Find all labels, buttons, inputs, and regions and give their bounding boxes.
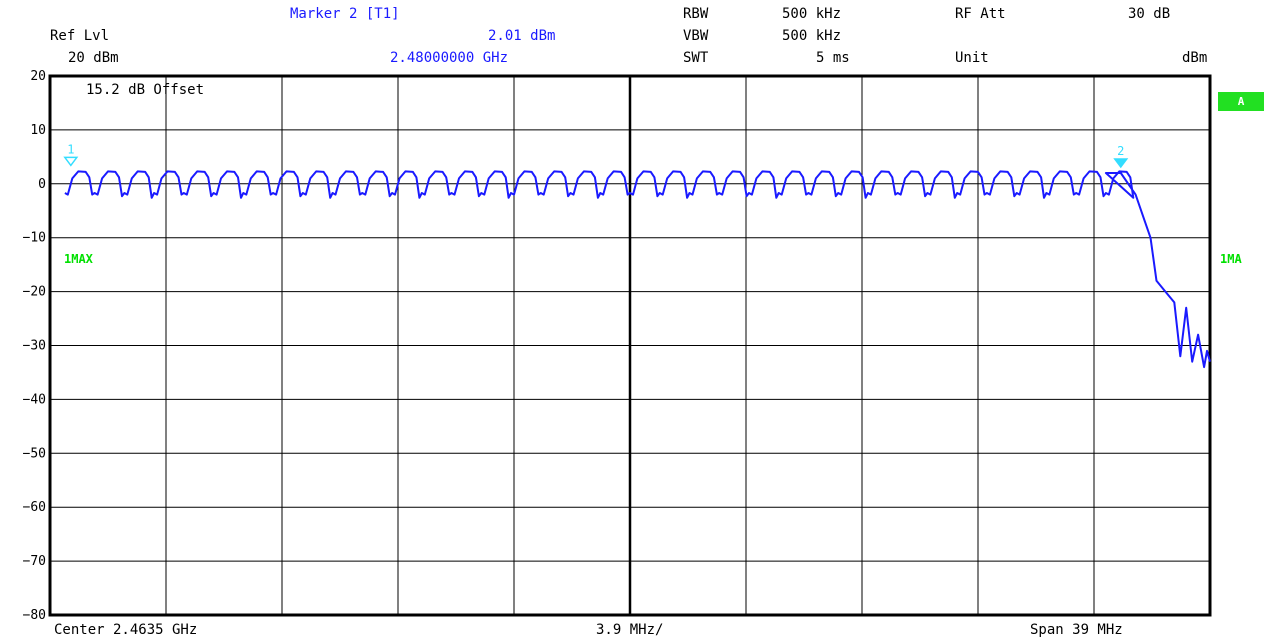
- trace-label-right: 1MA: [1220, 252, 1242, 266]
- span: Span 39 MHz: [1030, 622, 1123, 638]
- marker-2-icon: [1113, 158, 1129, 169]
- rfatt-value: 30 dB: [1128, 6, 1171, 22]
- rbw-label: RBW: [683, 6, 709, 22]
- y-tick-label: 20: [30, 69, 46, 84]
- ref-lvl-value: 20 dBm: [68, 50, 119, 66]
- plot-grid: [48, 74, 1212, 617]
- screen-a-badge: A: [1218, 92, 1264, 111]
- marker-freq: 2.48000000 GHz: [390, 50, 509, 66]
- y-tick-label: −50: [23, 446, 46, 461]
- y-tick-label: −10: [23, 231, 46, 246]
- rbw-value: 500 kHz: [782, 6, 842, 22]
- y-tick-label: 10: [30, 123, 46, 138]
- center-frequency: Center 2.4635 GHz: [54, 622, 198, 638]
- marker-1-label: 1: [67, 142, 74, 156]
- unit-value: dBm: [1182, 50, 1208, 66]
- marker-2-label: 2: [1117, 144, 1124, 158]
- marker-level: 2.01 dBm: [488, 28, 556, 44]
- offset-note: 15.2 dB Offset: [86, 82, 205, 98]
- y-tick-label: −20: [23, 285, 46, 300]
- marker-1-icon: [63, 156, 79, 167]
- vbw-label: VBW: [683, 28, 709, 44]
- swt-value: 5 ms: [816, 50, 850, 66]
- per-division: 3.9 MHz/: [596, 622, 664, 638]
- y-tick-label: 0: [38, 177, 46, 192]
- y-tick-label: −60: [23, 500, 46, 515]
- swt-label: SWT: [683, 50, 709, 66]
- marker-title: Marker 2 [T1]: [290, 6, 400, 22]
- y-tick-label: −40: [23, 392, 46, 407]
- y-tick-label: −30: [23, 339, 46, 354]
- spectrum-trace: [64, 170, 1211, 369]
- vbw-value: 500 kHz: [782, 28, 842, 44]
- y-tick-label: −80: [23, 608, 46, 623]
- ref-lvl-label: Ref Lvl: [50, 28, 110, 44]
- trace-label-left: 1MAX: [64, 252, 93, 266]
- rfatt-label: RF Att: [955, 6, 1006, 22]
- unit-label: Unit: [955, 50, 989, 66]
- y-axis-ticks: 20 10 0 −10 −20 −30 −40 −50 −60 −70 −80: [23, 69, 46, 623]
- y-tick-label: −70: [23, 554, 46, 569]
